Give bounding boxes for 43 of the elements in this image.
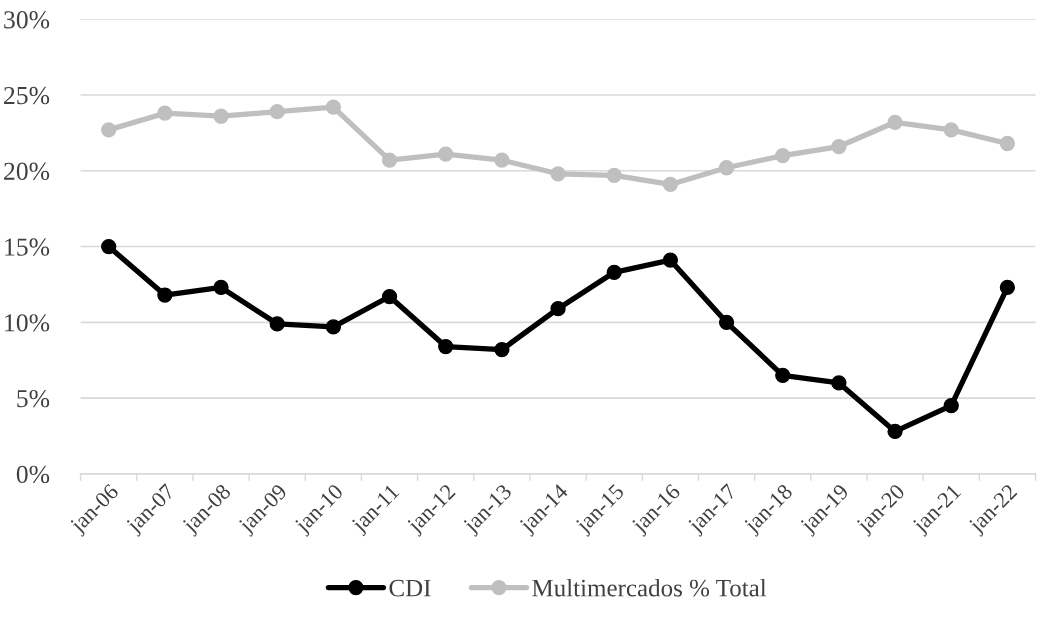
legend-label: CDI bbox=[389, 579, 431, 597]
point bbox=[157, 105, 173, 121]
point bbox=[269, 104, 285, 120]
point bbox=[381, 152, 398, 168]
y-tick-label: 10% bbox=[5, 314, 50, 332]
point bbox=[606, 264, 622, 280]
point bbox=[494, 341, 510, 358]
point bbox=[831, 138, 847, 155]
point bbox=[718, 160, 735, 176]
point bbox=[662, 252, 679, 268]
point bbox=[718, 314, 735, 330]
point bbox=[662, 176, 679, 193]
y-tick-label: 5% bbox=[17, 389, 50, 408]
point bbox=[775, 147, 791, 164]
point bbox=[887, 114, 903, 130]
y-tick-label: 30% bbox=[4, 11, 50, 29]
point bbox=[943, 122, 959, 138]
point bbox=[999, 135, 1016, 152]
point bbox=[213, 108, 229, 124]
point bbox=[494, 152, 510, 168]
point bbox=[101, 122, 117, 138]
point bbox=[831, 375, 847, 391]
point bbox=[157, 287, 173, 303]
point bbox=[325, 319, 342, 335]
legend-label: Multimercados % Total bbox=[532, 578, 767, 597]
point bbox=[213, 279, 229, 296]
y-tick-label: 20% bbox=[4, 162, 50, 181]
point bbox=[550, 166, 566, 182]
point bbox=[438, 338, 454, 355]
point bbox=[775, 367, 791, 383]
point bbox=[325, 99, 342, 115]
point bbox=[269, 316, 285, 332]
y-tick-label: 25% bbox=[4, 86, 50, 105]
point bbox=[943, 397, 959, 414]
point bbox=[550, 301, 566, 317]
y-tick-label: 15% bbox=[5, 238, 50, 256]
point bbox=[999, 279, 1016, 296]
point bbox=[381, 288, 398, 305]
point bbox=[606, 167, 622, 183]
point bbox=[887, 423, 903, 440]
y-tick-label: 0% bbox=[16, 465, 50, 484]
point bbox=[101, 238, 117, 255]
point bbox=[438, 146, 454, 162]
